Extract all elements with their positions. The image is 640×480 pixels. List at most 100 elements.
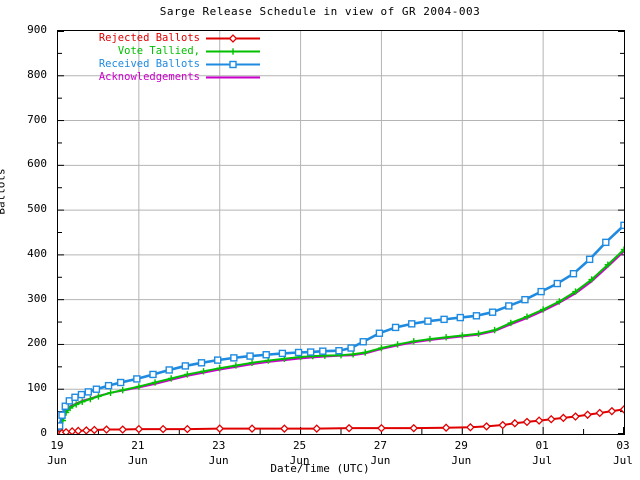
series-line-acknowledgements: [58, 250, 624, 434]
data-marker-diamond: [73, 426, 83, 434]
data-marker-plus: [232, 362, 240, 369]
data-marker-plus: [95, 393, 102, 400]
data-marker-square: [61, 402, 69, 410]
data-marker-plus: [491, 326, 498, 334]
series-layer: [58, 221, 624, 434]
legend-swatch-plus: [206, 48, 260, 55]
data-marker-square: [537, 287, 545, 296]
chart-legend: Rejected Ballots Vote Tallied, Received Ba…: [62, 32, 262, 84]
data-marker-diamond: [571, 412, 580, 421]
data-marker-plus: [604, 261, 612, 268]
x-tick-label-month: Jun: [47, 454, 67, 467]
data-marker-diamond: [215, 424, 225, 433]
data-marker-square: [620, 221, 624, 230]
data-marker-diamond: [595, 408, 605, 418]
data-marker-square: [505, 302, 513, 310]
data-marker-square: [71, 393, 79, 401]
data-marker-diamond: [607, 406, 617, 416]
x-tick-label-day: 21: [131, 439, 145, 452]
data-marker-square: [58, 411, 66, 419]
x-tick-label-month: Jun: [208, 454, 229, 467]
data-marker-square: [488, 308, 497, 316]
x-tick-label-day: 27: [373, 439, 388, 452]
data-marker-diamond: [559, 413, 568, 423]
data-marker-square: [408, 320, 416, 328]
data-marker-diamond: [522, 417, 532, 427]
data-marker-diamond: [344, 423, 354, 433]
data-marker-plus: [475, 330, 482, 337]
data-marker-square: [375, 329, 384, 337]
data-marker-plus: [572, 288, 579, 295]
data-marker-diamond: [583, 410, 592, 420]
data-marker-square: [440, 315, 448, 324]
data-marker-plus: [442, 334, 450, 341]
data-marker-square: [456, 313, 464, 322]
data-marker-square: [278, 349, 287, 358]
x-tick-label-day: 25: [292, 439, 307, 452]
data-marker-diamond: [67, 426, 77, 434]
x-tick-label-month: Jun: [289, 454, 310, 467]
data-marker-diamond: [280, 424, 289, 433]
data-marker-plus: [588, 276, 595, 283]
data-marker-plus: [168, 375, 175, 382]
legend-label: Vote Tallied,: [117, 45, 200, 57]
legend-swatch-square: [206, 60, 260, 69]
data-marker-diamond: [377, 423, 386, 433]
data-marker-square: [58, 422, 64, 430]
y-tick-label: 200: [27, 336, 47, 350]
data-marker-plus: [556, 298, 563, 305]
y-tick-label: 900: [27, 23, 47, 36]
data-marker-plus: [151, 379, 159, 386]
chart-title: Sarge Release Schedule in view of GR 200…: [159, 5, 481, 18]
data-marker-diamond: [158, 424, 168, 434]
series-line-received: [58, 224, 624, 434]
data-marker-plus: [523, 313, 531, 320]
series-tallied: [58, 246, 624, 434]
data-marker-diamond: [102, 425, 111, 434]
data-marker-diamond: [247, 424, 257, 433]
data-marker-square: [602, 238, 610, 247]
data-marker-plus: [184, 371, 191, 378]
legend-item: Acknowledgements: [62, 71, 262, 84]
data-marker-plus: [79, 398, 86, 405]
data-marker-square: [133, 375, 141, 383]
data-marker-square: [116, 378, 125, 387]
data-marker-plus: [378, 344, 385, 352]
x-tick-label-month: Jul: [613, 454, 633, 467]
data-marker-diamond: [498, 420, 508, 430]
data-marker-diamond: [510, 418, 520, 428]
data-marker-square: [306, 348, 315, 356]
tick-layer: [58, 31, 624, 434]
legend-label: Received Ballots: [98, 58, 200, 70]
x-tick-label-month: Jul: [532, 454, 553, 467]
y-tick-label: 800: [27, 67, 47, 81]
data-marker-plus: [620, 246, 624, 253]
legend-swatch-none: [206, 76, 260, 79]
data-marker-square: [391, 323, 400, 332]
legend-item: Rejected Ballots: [62, 32, 262, 45]
data-marker-plus: [216, 364, 223, 372]
data-marker-diamond: [90, 425, 99, 434]
data-marker-square: [165, 366, 173, 374]
data-marker-square: [424, 317, 432, 325]
data-marker-plus: [200, 368, 207, 375]
data-marker-square: [553, 279, 561, 288]
data-marker-diamond: [482, 422, 491, 431]
legend-label: Rejected Ballots: [98, 32, 200, 44]
data-marker-plus: [135, 383, 143, 390]
data-marker-plus: [539, 306, 547, 313]
y-tick-label: 400: [27, 246, 47, 260]
data-marker-plus: [426, 335, 434, 343]
x-tick-label-day: 03: [616, 439, 630, 452]
data-marker-square: [359, 338, 367, 346]
data-marker-diamond: [118, 425, 128, 434]
data-marker-diamond: [619, 405, 624, 414]
legend-item: Vote Tallied,: [62, 45, 262, 58]
data-marker-square: [335, 347, 343, 355]
x-tick-label-month: Jun: [370, 454, 391, 467]
data-marker-square: [197, 359, 206, 367]
data-marker-square: [521, 295, 529, 304]
data-marker-diamond: [228, 34, 238, 43]
data-marker-square: [92, 385, 101, 393]
y-tick-label: 500: [27, 202, 47, 216]
